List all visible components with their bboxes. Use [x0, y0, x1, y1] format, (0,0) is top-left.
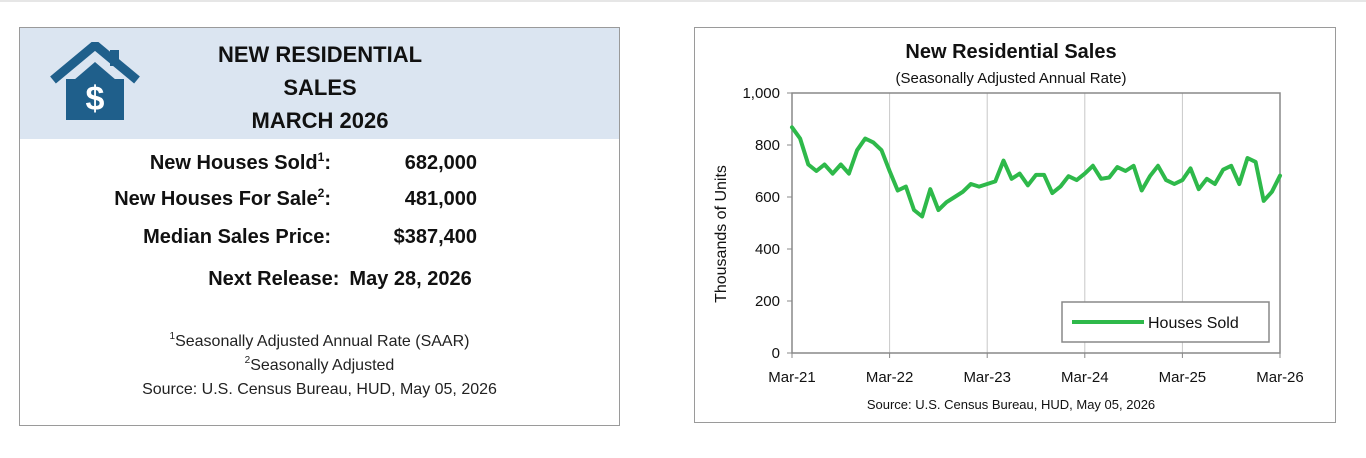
summary-panel: $ NEW RESIDENTIAL SALES MARCH 2026 New H…: [19, 27, 620, 426]
y-tick-label: 200: [755, 293, 780, 310]
footnotes: 1Seasonally Adjusted Annual Rate (SAAR) …: [20, 330, 619, 402]
next-release-date: May 28, 2026: [349, 268, 472, 290]
chart-source: Source: U.S. Census Bureau, HUD, May 05,…: [867, 397, 1155, 412]
source-note: Source: U.S. Census Bureau, HUD, May 05,…: [142, 381, 497, 398]
next-release: Next Release: May 28, 2026: [20, 268, 660, 291]
stat-row: New Houses Sold1: 682,000: [20, 150, 619, 182]
house-dollar-icon: $: [50, 42, 140, 120]
chart-subtitle: (Seasonally Adjusted Annual Rate): [896, 70, 1127, 87]
line-chart: New Residential Sales (Seasonally Adjust…: [713, 41, 1304, 412]
title-line: SALES: [283, 75, 357, 100]
summary-header: $ NEW RESIDENTIAL SALES MARCH 2026: [20, 28, 619, 139]
legend-label: Houses Sold: [1148, 315, 1239, 332]
title-line: MARCH 2026: [251, 108, 389, 133]
svg-text:$: $: [86, 80, 105, 118]
stat-value: $387,400: [393, 226, 477, 248]
stat-value: 481,000: [404, 188, 477, 210]
y-axis-label: Thousands of Units: [713, 165, 730, 303]
summary-title: NEW RESIDENTIAL SALES MARCH 2026: [140, 38, 500, 137]
y-tick-label: 400: [755, 241, 780, 258]
stat-value: 682,000: [404, 152, 477, 174]
x-tick-label: Mar-21: [768, 369, 816, 386]
stat-label: New Houses Sold1:: [149, 150, 331, 174]
stat-row: Median Sales Price: $387,400: [20, 226, 619, 256]
next-release-label: Next Release:: [208, 268, 340, 290]
plot-area: [791, 92, 1281, 354]
title-line: NEW RESIDENTIAL: [217, 42, 423, 67]
chart-panel: New Residential Sales (Seasonally Adjust…: [694, 27, 1336, 423]
x-tick-label: Mar-24: [1061, 369, 1109, 386]
chart-title: New Residential Sales: [905, 41, 1116, 63]
stat-label: New Houses For Sale2:: [114, 186, 331, 210]
x-tick-label: Mar-23: [963, 369, 1011, 386]
stat-label: Median Sales Price:: [143, 226, 331, 248]
x-tick-label: Mar-25: [1159, 369, 1207, 386]
x-tick-label: Mar-26: [1256, 369, 1304, 386]
y-tick-label: 0: [772, 345, 780, 362]
y-tick-label: 800: [755, 137, 780, 154]
y-tick-label: 1,000: [742, 85, 780, 102]
x-tick-label: Mar-22: [866, 369, 914, 386]
series-line-houses-sold: [790, 125, 1282, 219]
footnote: 2Seasonally Adjusted: [244, 355, 395, 375]
footnote: 1Seasonally Adjusted Annual Rate (SAAR): [169, 331, 470, 351]
stat-row: New Houses For Sale2: 481,000: [20, 186, 619, 218]
y-tick-label: 600: [755, 189, 780, 206]
top-divider: [0, 0, 1366, 2]
